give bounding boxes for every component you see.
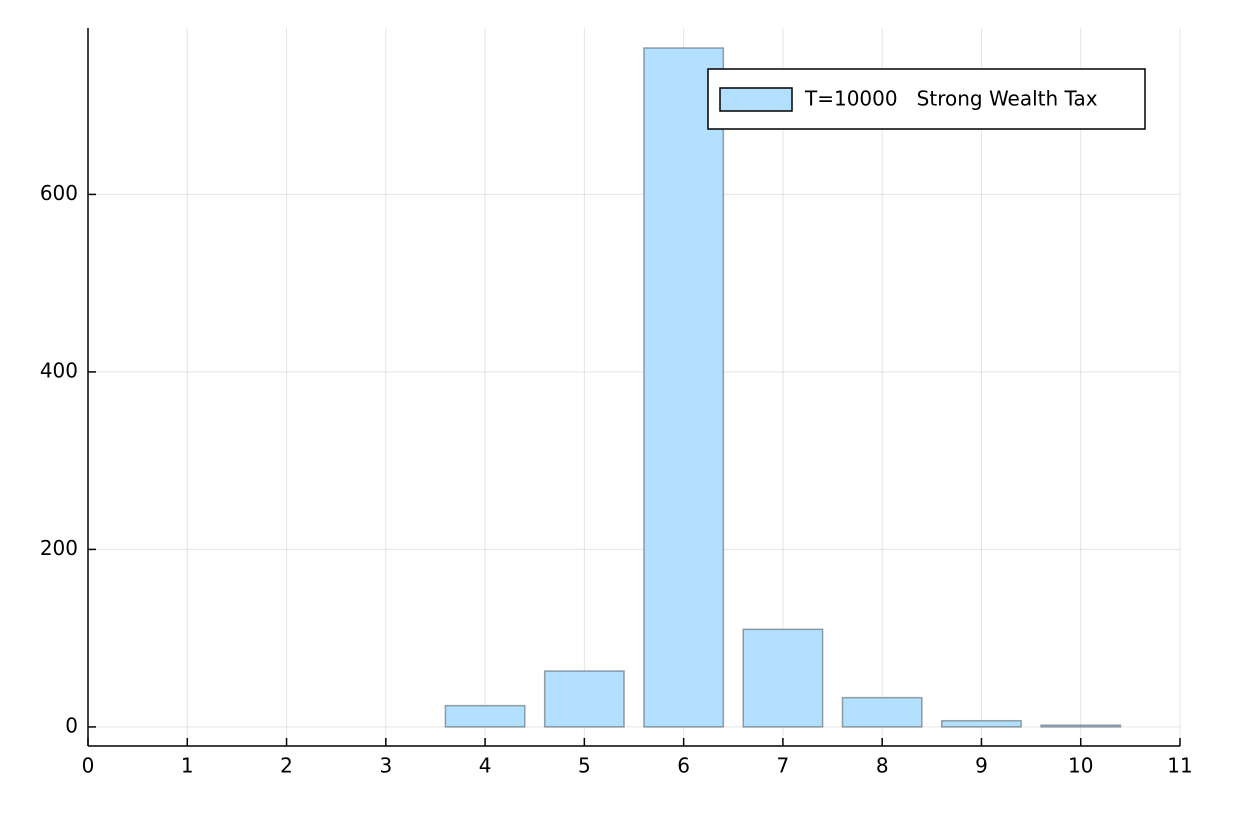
bar xyxy=(940,719,1022,728)
legend-label: T=10000 Strong Wealth Tax xyxy=(804,87,1098,111)
x-tick-label: 7 xyxy=(777,754,790,778)
x-tick-label: 3 xyxy=(379,754,392,778)
x-tick-label: 1 xyxy=(181,754,194,778)
bar xyxy=(742,628,824,728)
bar xyxy=(444,704,526,728)
x-tick-label: 10 xyxy=(1068,754,1093,778)
x-tick-label: 9 xyxy=(975,754,988,778)
y-tick-label: 400 xyxy=(40,358,78,382)
x-tick-label: 5 xyxy=(578,754,591,778)
legend-swatch xyxy=(719,87,793,112)
bar xyxy=(643,47,725,728)
y-tick-label: 600 xyxy=(40,181,78,205)
x-tick-label: 6 xyxy=(677,754,690,778)
x-tick-label: 11 xyxy=(1167,754,1192,778)
x-tick-label: 4 xyxy=(479,754,492,778)
x-tick-label: 0 xyxy=(82,754,95,778)
legend: T=10000 Strong Wealth Tax xyxy=(707,68,1146,130)
bar xyxy=(841,696,923,728)
bar xyxy=(543,670,625,728)
y-tick-label: 0 xyxy=(65,713,78,737)
y-tick-label: 200 xyxy=(40,536,78,560)
x-tick-label: 2 xyxy=(280,754,293,778)
x-tick-label: 8 xyxy=(876,754,889,778)
bar xyxy=(1040,724,1122,728)
